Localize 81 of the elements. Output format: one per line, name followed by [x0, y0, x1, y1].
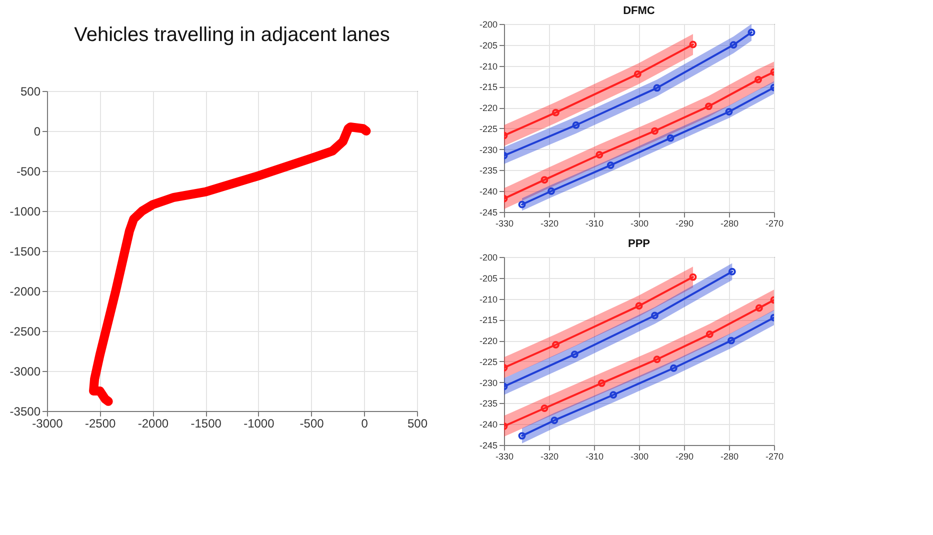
x-tick-label: -1500 [190, 416, 222, 430]
chart-title: PPP [628, 238, 650, 250]
chart-title: DFMC [623, 5, 655, 17]
point [705, 102, 712, 110]
y-tick-label: -2500 [10, 324, 41, 338]
point [548, 187, 555, 195]
x-tick-label: -320 [540, 452, 559, 462]
point [552, 108, 560, 116]
y-tick-label: -2000 [10, 284, 41, 298]
x-tick-label: -300 [630, 452, 649, 462]
y-tick-label: -1000 [10, 204, 41, 218]
x-tick-label: -270 [765, 452, 784, 462]
point [651, 127, 658, 135]
point [730, 41, 738, 49]
x-tick-label: 500 [407, 416, 428, 430]
y-tick-label: -235 [479, 166, 498, 176]
y-tick-label: 500 [20, 84, 41, 98]
point [670, 364, 678, 372]
x-tick-label: -2500 [85, 416, 116, 430]
point [552, 341, 560, 348]
y-tick-label: -200 [479, 252, 498, 262]
x-tick-label: -280 [720, 218, 739, 228]
x-tick-label: -310 [585, 218, 604, 228]
y-tick-label: -3000 [10, 364, 41, 378]
x-tick-label: -290 [675, 218, 694, 228]
point [570, 350, 578, 358]
y-tick-label: -220 [479, 336, 498, 346]
point [540, 176, 548, 184]
y-tick-label: -210 [479, 294, 498, 304]
y-tick-label: -210 [479, 61, 498, 72]
point [706, 330, 714, 338]
point [606, 161, 614, 169]
x-tick-label: -330 [495, 218, 514, 228]
x-tick-label: -290 [675, 452, 694, 462]
y-tick-label: -215 [479, 82, 498, 92]
x-tick-label: -2000 [138, 416, 169, 430]
y-tick-label: -205 [479, 273, 498, 284]
point [610, 391, 618, 399]
x-tick-label: -310 [585, 452, 604, 462]
y-tick-label: -245 [479, 208, 498, 218]
point [653, 84, 661, 92]
y-tick-label: -3500 [10, 404, 41, 418]
x-tick-label: -3000 [32, 416, 64, 430]
x-tick-label: -500 [300, 416, 324, 430]
x-tick-label: -280 [720, 452, 739, 462]
y-tick-label: -220 [479, 103, 498, 114]
point [596, 151, 604, 158]
point [540, 404, 548, 412]
x-tick-label: -270 [765, 218, 784, 228]
point [666, 134, 674, 142]
point [635, 302, 643, 310]
point [728, 336, 735, 344]
point [754, 76, 762, 84]
chart-title: Vehicles travelling in adjacent lanes [74, 24, 390, 46]
y-tick-label: -500 [16, 164, 41, 178]
point [653, 356, 661, 364]
point [572, 121, 580, 129]
x-tick-label: -320 [540, 218, 559, 228]
y-tick-label: -215 [479, 315, 498, 326]
y-tick-label: -240 [479, 420, 498, 430]
x-tick-label: -330 [495, 452, 514, 462]
y-tick-label: -230 [479, 144, 498, 155]
point [725, 108, 733, 116]
point [755, 304, 763, 312]
point [550, 416, 558, 424]
point [651, 312, 658, 320]
point [634, 70, 642, 78]
x-tick-label: -1000 [244, 416, 275, 430]
y-tick-label: -240 [479, 186, 498, 197]
y-tick-label: -1500 [10, 244, 41, 258]
y-tick-label: -245 [479, 440, 498, 450]
y-tick-label: -225 [479, 124, 498, 134]
y-tick-label: -200 [479, 20, 498, 30]
y-tick-label: -230 [479, 378, 498, 388]
x-tick-label: 0 [361, 416, 368, 430]
x-tick-label: -300 [630, 218, 649, 228]
y-tick-label: -205 [479, 40, 498, 50]
y-tick-label: -235 [479, 398, 498, 409]
y-tick-label: -225 [479, 356, 498, 367]
y-tick-label: 0 [34, 124, 41, 138]
point [598, 379, 606, 387]
